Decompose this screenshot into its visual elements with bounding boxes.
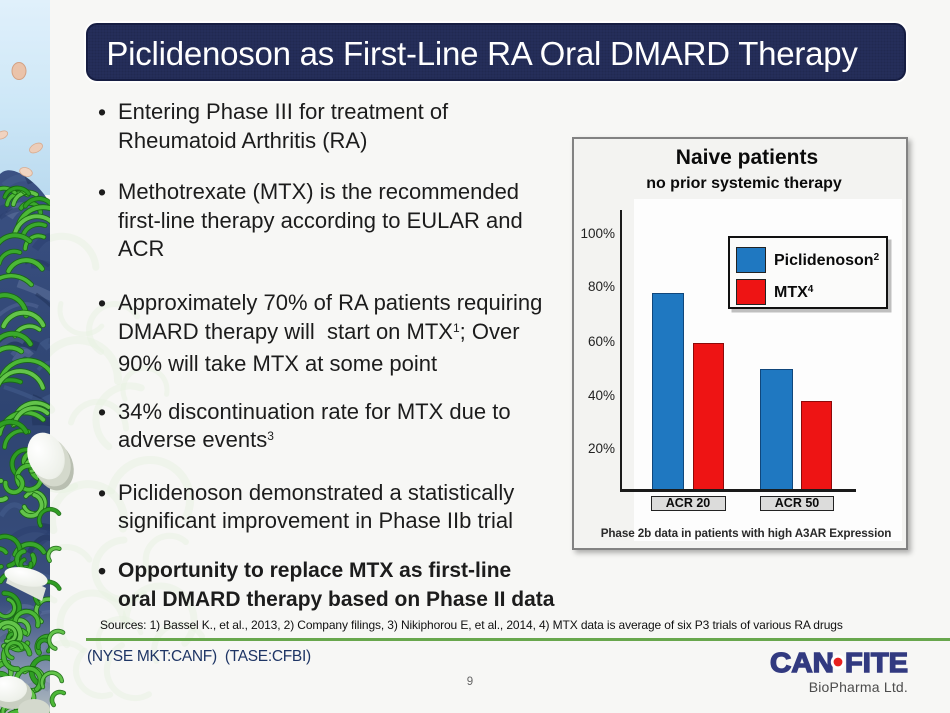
svg-text:FITE: FITE (845, 647, 908, 676)
svg-text:CAN: CAN (770, 647, 834, 676)
